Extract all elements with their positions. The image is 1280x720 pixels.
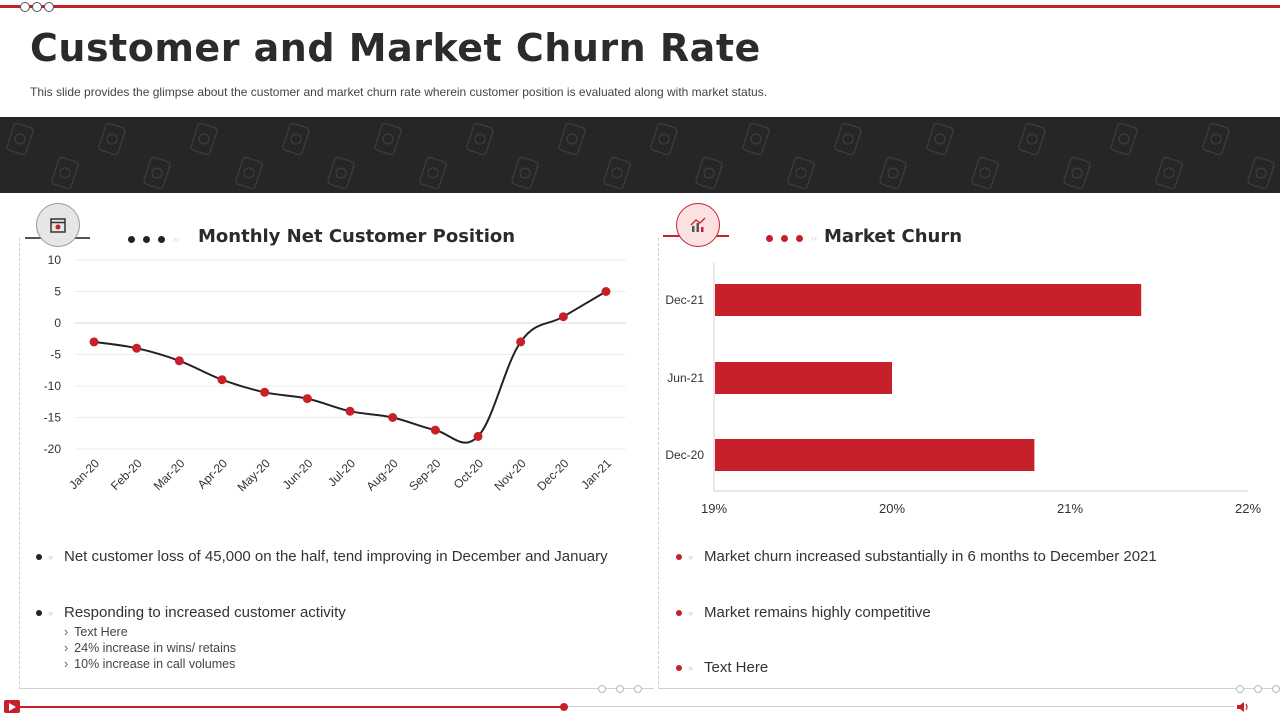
x-tick-label: Jan-20 [66, 456, 102, 492]
subitem-1: › Text Here [64, 625, 128, 639]
play-icon [9, 702, 16, 711]
bar-category-label: Dec-21 [665, 293, 704, 307]
churn-bar [715, 362, 892, 394]
x-tick-label: Jun-20 [280, 456, 316, 492]
data-point [516, 337, 526, 347]
window-dots [20, 2, 54, 12]
y-tick-label: -15 [44, 411, 62, 425]
series-line [93, 290, 607, 444]
x-tick-label: Nov-20 [492, 456, 529, 493]
subitem-3: › 10% increase in call volumes [64, 657, 236, 671]
right-bullet-3: ›› Text Here [676, 659, 768, 676]
left-bullet-1: ›› Net customer loss of 45,000 on the ha… [36, 548, 608, 565]
right-bullet-2-text: Market remains highly competitive [704, 604, 931, 621]
subitem-3-text: 10% increase in call volumes [74, 657, 236, 671]
left-bullet-2: ›› Responding to increased customer acti… [36, 604, 346, 621]
right-bullet-1: ›› Market churn increased substantially … [676, 548, 1157, 565]
data-point [601, 287, 611, 296]
subitem-2: › 24% increase in wins/ retains [64, 641, 237, 655]
x-tick-label: Jan-21 [578, 456, 614, 492]
x-tick-label: 22% [1235, 501, 1261, 516]
x-tick-label: Mar-20 [151, 456, 188, 493]
data-point [174, 356, 184, 366]
right-section-title: Market Churn [824, 226, 963, 247]
data-point [558, 312, 568, 322]
subitem-1-text: Text Here [74, 625, 128, 639]
x-tick-label: Aug-20 [364, 456, 401, 493]
volume-icon[interactable] [1236, 700, 1250, 714]
y-tick-label: 10 [48, 253, 62, 267]
bar-category-label: Dec-20 [665, 448, 704, 462]
slide-title: Customer and Market Churn Rate [30, 26, 761, 70]
play-button[interactable] [4, 700, 20, 713]
y-tick-label: -20 [44, 442, 62, 456]
data-point [345, 406, 355, 416]
churn-bar [715, 284, 1142, 316]
decorative-banner [0, 117, 1280, 193]
slide-subtitle: This slide provides the glimpse about th… [30, 85, 768, 99]
top-accent-line [0, 5, 1280, 8]
market-churn-bar-chart: Dec-21 Jun-21 Dec-20 19% 20% 21% 22% [665, 263, 1261, 516]
x-tick-label: Oct-20 [451, 456, 487, 492]
y-tick-label: 5 [54, 285, 61, 299]
x-tick-label: Jul-20 [325, 456, 358, 489]
right-bullet-3-text: Text Here [704, 659, 769, 676]
data-point [430, 425, 440, 435]
x-tick-label: Feb-20 [108, 456, 145, 493]
data-point [260, 387, 270, 397]
calendar-icon [36, 203, 80, 247]
data-point [473, 431, 483, 441]
x-tick-label: May-20 [235, 456, 273, 494]
right-bullet-1-text: Market churn increased substantially in … [704, 548, 1157, 565]
x-tick-label: Dec-20 [534, 456, 571, 493]
data-point [217, 375, 227, 385]
left-panel [19, 238, 654, 689]
y-tick-label: -10 [44, 379, 62, 393]
data-point [132, 343, 142, 353]
x-tick-label: 19% [701, 501, 727, 516]
left-bullet-2-text: Responding to increased customer activit… [64, 604, 346, 621]
left-section-title: Monthly Net Customer Position [198, 226, 516, 247]
net-customer-line-chart: 10 5 0 -5 -10 -15 -20 Jan-20 Feb-20 Mar-20 Apr-20 M… [44, 253, 626, 494]
left-panel-corner-dots [598, 685, 642, 693]
x-tick-label: 21% [1057, 501, 1083, 516]
data-point [89, 337, 99, 347]
progress-track-remaining[interactable] [564, 706, 1234, 707]
bar-category-label: Jun-21 [667, 371, 704, 385]
x-tick-label: Apr-20 [195, 456, 231, 492]
left-header-dots: ›› [128, 234, 179, 244]
right-bullet-2: ›› Market remains highly competitive [676, 604, 931, 621]
y-tick-label: -5 [50, 348, 61, 362]
left-bullet-1-text: Net customer loss of 45,000 on the half,… [64, 548, 608, 565]
x-tick-label: 20% [879, 501, 905, 516]
growth-chart-icon [676, 203, 720, 247]
data-point [302, 394, 312, 404]
progress-knob[interactable] [560, 703, 568, 711]
data-point [388, 413, 398, 422]
banner-pattern [0, 117, 1280, 193]
right-panel [658, 238, 1280, 689]
x-tick-label: Sep-20 [406, 456, 443, 493]
y-tick-label: 0 [54, 316, 61, 330]
right-header-dots: ›› [766, 233, 817, 243]
right-panel-corner-dots [1236, 685, 1280, 693]
churn-bar [715, 439, 1035, 471]
subitem-2-text: 24% increase in wins/ retains [74, 641, 237, 655]
progress-track-played[interactable] [20, 706, 564, 708]
